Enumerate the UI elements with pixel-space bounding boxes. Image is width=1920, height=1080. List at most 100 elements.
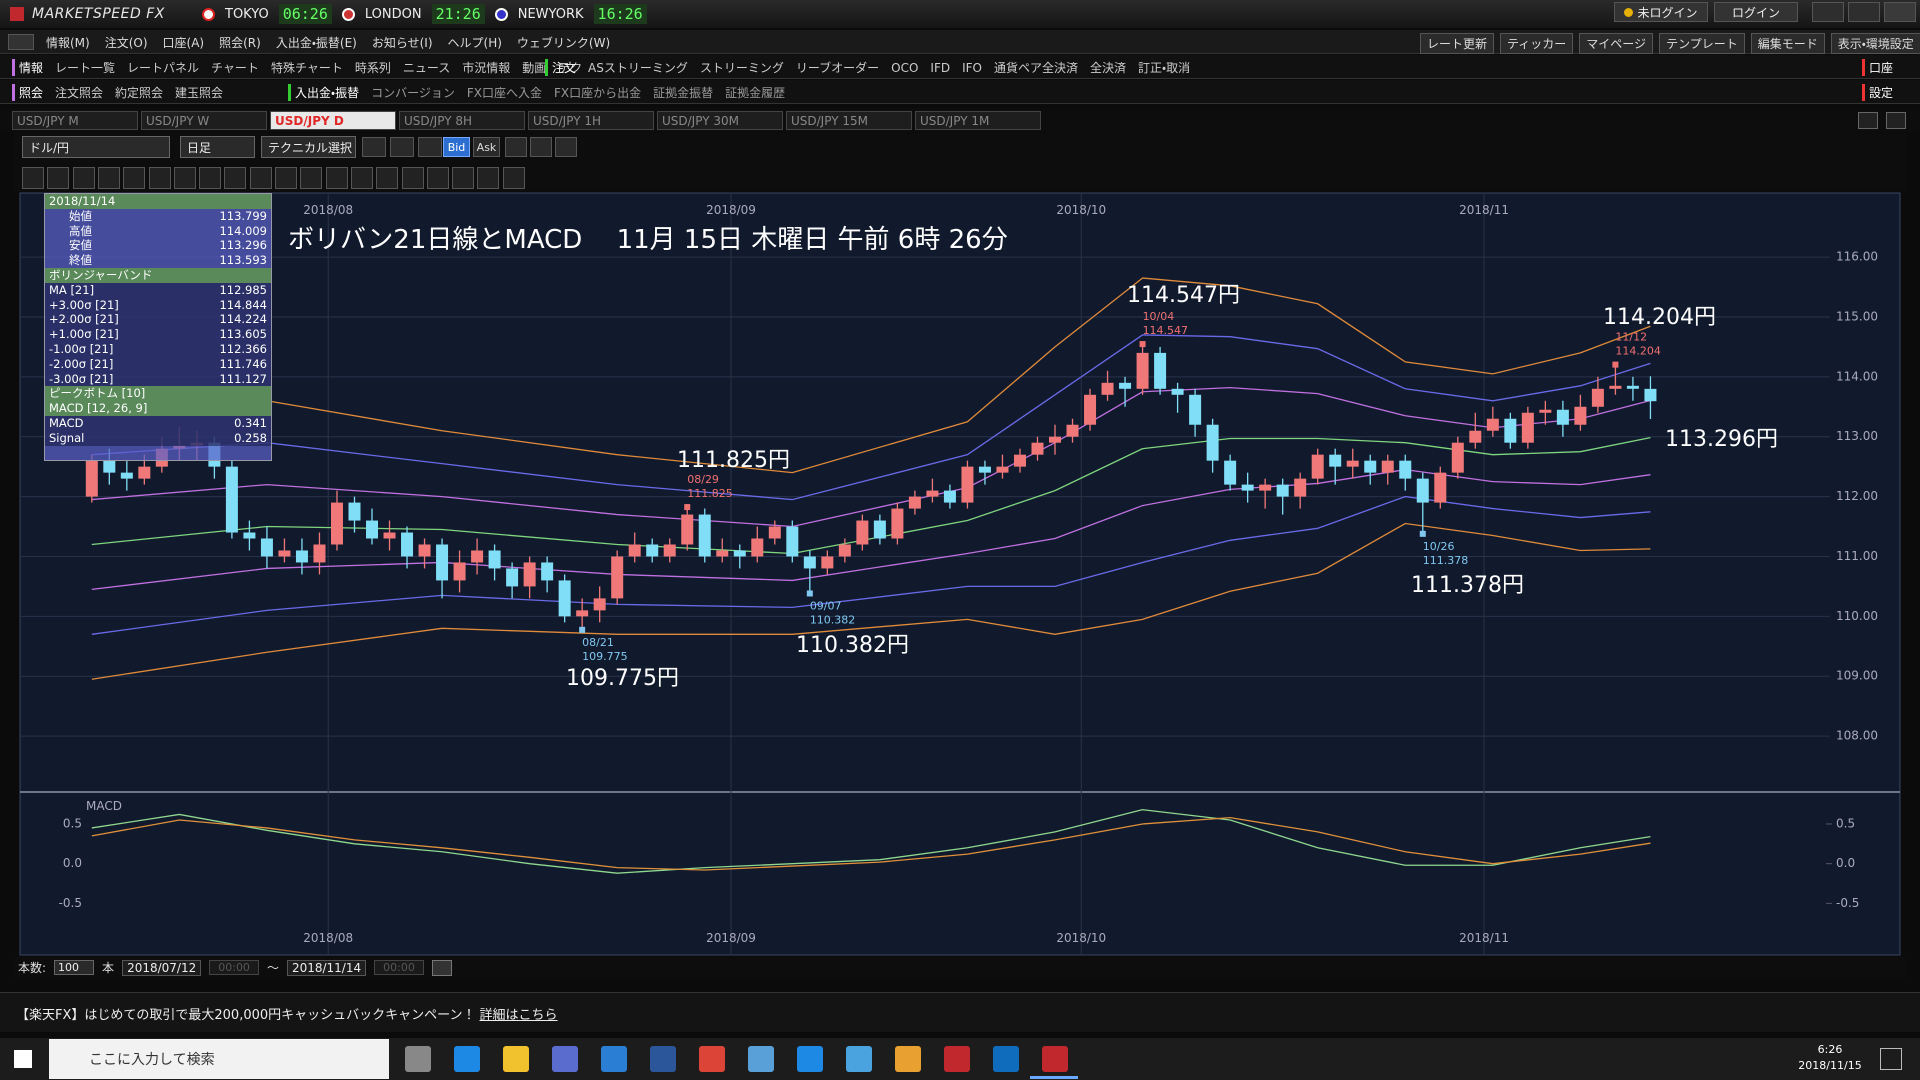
toolbar-icon[interactable] — [555, 137, 577, 157]
menu-icon[interactable] — [8, 34, 34, 50]
drawing-tool[interactable] — [123, 167, 146, 189]
toolbar-icon[interactable] — [390, 137, 414, 157]
drawing-tool[interactable] — [148, 167, 171, 189]
menu-right-item[interactable]: 編集モード — [1750, 33, 1825, 54]
taskbar-app[interactable] — [503, 1046, 529, 1072]
toolbar-item[interactable]: ストリーミング — [699, 61, 784, 75]
drawing-tool[interactable] — [224, 167, 247, 189]
toolbar-item[interactable]: コンバージョン — [371, 86, 455, 100]
drawing-tool[interactable] — [502, 167, 525, 189]
toolbar-item[interactable]: 通貨ペア全決済 — [994, 61, 1079, 75]
reload-button[interactable] — [431, 959, 452, 976]
toolbar-item[interactable]: ニュース — [402, 61, 451, 75]
toolbar-item[interactable]: IFD — [930, 60, 951, 75]
drawing-tool[interactable] — [199, 167, 222, 189]
toolbar-item[interactable]: 約定照会 — [115, 86, 164, 100]
menu-item[interactable]: 注文(O) — [104, 36, 148, 50]
chart-tab[interactable]: USD/JPY 30M — [657, 111, 783, 130]
toolbar-right-item[interactable]: 口座 — [1862, 59, 1893, 76]
toolbar-item[interactable]: 市況情報 — [462, 61, 511, 75]
taskbar-app[interactable] — [650, 1046, 676, 1072]
bid-button[interactable]: Bid — [443, 137, 470, 157]
toolbar-item[interactable]: 証拠金履歴 — [725, 86, 786, 100]
toolbar-item[interactable]: リーブオーダー — [795, 61, 880, 75]
toolbar-item[interactable]: 時系列 — [354, 61, 391, 75]
menu-item[interactable]: ヘルプ(H) — [447, 36, 502, 50]
toolbar-right-item[interactable]: 設定 — [1862, 84, 1893, 101]
toolbar-item[interactable]: 証拠金振替 — [653, 86, 714, 100]
to-date[interactable]: 2018/11/14 — [286, 959, 367, 976]
taskbar-app[interactable] — [797, 1046, 823, 1072]
toolbar-item[interactable]: レート一覧 — [55, 61, 116, 75]
period-select[interactable]: 日足 — [180, 136, 255, 158]
chart-tab[interactable]: USD/JPY 1H — [528, 111, 654, 130]
menu-item[interactable]: 口座(A) — [162, 36, 205, 50]
drawing-tool[interactable] — [376, 167, 399, 189]
toolbar-item[interactable]: OCO — [891, 60, 919, 75]
toolbar-icon[interactable] — [362, 137, 386, 157]
taskbar-app[interactable] — [405, 1046, 431, 1072]
taskbar-app[interactable] — [993, 1046, 1019, 1072]
toolbar-item[interactable]: 全決済 — [1090, 61, 1127, 75]
pair-select[interactable]: ドル/円 — [22, 136, 170, 158]
drawing-tool[interactable] — [249, 167, 272, 189]
drawing-tool[interactable] — [275, 167, 297, 189]
toolbar-icon[interactable] — [418, 137, 442, 157]
menu-right-item[interactable]: マイページ — [1579, 33, 1654, 54]
banner-link[interactable]: 詳細はこちら — [479, 1008, 558, 1023]
toolbar-item[interactable]: ASストリーミング — [588, 61, 688, 75]
toolbar-icon[interactable] — [505, 137, 527, 157]
start-button[interactable] — [14, 1050, 32, 1068]
chart-tab[interactable]: USD/JPY 15M — [786, 111, 912, 130]
menu-item[interactable]: ウェブリンク(W) — [516, 36, 611, 50]
toolbar-group-title[interactable]: 照会 — [12, 84, 43, 101]
technical-select[interactable]: テクニカル選択 — [261, 136, 356, 158]
chart-tab[interactable]: USD/JPY 8H — [399, 111, 525, 130]
toolbar-item[interactable]: 訂正・取消 — [1138, 61, 1191, 75]
search-box[interactable]: ここに入力して検索 — [49, 1039, 389, 1079]
taskbar-app[interactable] — [699, 1046, 725, 1072]
window-button[interactable] — [1848, 2, 1880, 22]
menu-right-item[interactable]: テンプレート — [1659, 33, 1745, 54]
taskbar-app[interactable] — [748, 1046, 774, 1072]
tab-button[interactable] — [1886, 112, 1906, 129]
toolbar-item[interactable]: チャート — [211, 61, 259, 75]
chart-tab[interactable]: USD/JPY M — [12, 111, 138, 130]
chart-tab[interactable]: USD/JPY D — [270, 111, 396, 130]
login-button[interactable]: ログイン — [1714, 2, 1798, 22]
drawing-tool[interactable] — [325, 167, 348, 189]
menu-right-item[interactable]: レート更新 — [1420, 33, 1495, 54]
menu-item[interactable]: 入出金・振替(E) — [275, 36, 357, 50]
taskbar-app[interactable] — [552, 1046, 578, 1072]
toolbar-icon[interactable] — [530, 137, 552, 157]
window-button[interactable] — [1884, 2, 1916, 22]
menu-item[interactable]: お知らせ(I) — [371, 36, 433, 50]
taskbar-app[interactable] — [846, 1046, 872, 1072]
toolbar-item[interactable]: FX口座へ入金 — [466, 86, 542, 100]
drawing-tool[interactable] — [22, 167, 44, 189]
drawing-tool[interactable] — [97, 167, 120, 189]
count-select[interactable]: 100 — [54, 960, 95, 975]
toolbar-item[interactable]: 注文照会 — [55, 86, 104, 100]
toolbar-item[interactable]: 建玉照会 — [175, 86, 224, 100]
taskbar-app[interactable] — [944, 1046, 970, 1072]
toolbar-item[interactable]: IFO — [962, 60, 982, 75]
drawing-tool[interactable] — [173, 167, 196, 189]
taskbar-app[interactable] — [454, 1046, 480, 1072]
tab-button[interactable] — [1858, 112, 1878, 129]
drawing-tool[interactable] — [477, 167, 500, 189]
toolbar-item[interactable]: テク — [558, 61, 583, 75]
toolbar-item[interactable]: レートパネル — [127, 61, 200, 75]
chart-tab[interactable]: USD/JPY W — [141, 111, 267, 130]
toolbar-item[interactable]: 動画 — [522, 61, 547, 75]
menu-item[interactable]: 照会(R) — [219, 36, 261, 50]
drawing-tool[interactable] — [350, 167, 373, 189]
menu-item[interactable]: 情報(M) — [46, 36, 90, 50]
toolbar-item[interactable]: FX口座から出金 — [553, 86, 642, 100]
toolbar-group-title[interactable]: 入出金・振替 — [288, 84, 359, 101]
drawing-tool[interactable] — [426, 167, 449, 189]
window-button[interactable] — [1812, 2, 1844, 22]
toolbar-group-title[interactable]: 注文 — [545, 59, 576, 76]
notification-icon[interactable] — [1880, 1048, 1902, 1070]
taskbar-app[interactable] — [601, 1046, 627, 1072]
